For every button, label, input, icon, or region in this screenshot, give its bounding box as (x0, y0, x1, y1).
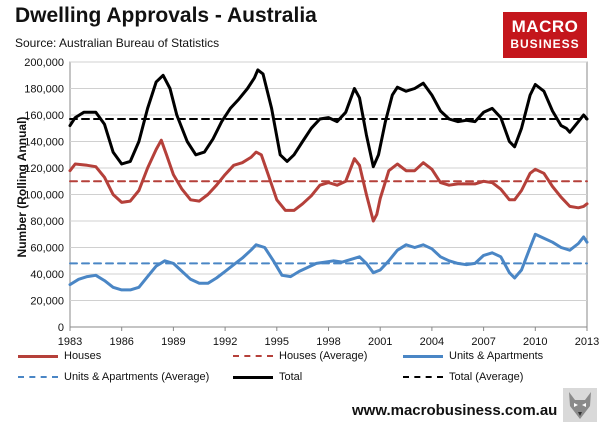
footer-url: www.macrobusiness.com.au (352, 402, 558, 419)
y-tick-label: 120,000 (24, 163, 64, 175)
legend-label-total-average: Total (Average) (449, 371, 524, 383)
logo-line-1: MACRO (511, 17, 579, 36)
legend-swatch-total (233, 375, 273, 379)
x-tick-label: 1998 (316, 336, 340, 348)
legend-item-units-average: Units & Apartments (Average) (18, 371, 209, 383)
x-tick-label: 2013 (575, 336, 599, 348)
legend-label-units: Units & Apartments (449, 350, 544, 362)
chart-subtitle: Source: Australian Bureau of Statistics (15, 36, 220, 50)
logo-line-2: BUSINESS (510, 37, 580, 51)
y-tick-label: 160,000 (24, 110, 64, 122)
x-tick-label: 1989 (161, 336, 185, 348)
legend-item-houses-average: Houses (Average) (233, 350, 367, 362)
legend-swatch-houses (18, 354, 58, 358)
legend-swatch-total-average (403, 376, 443, 378)
series-line-houses (68, 138, 589, 223)
legend-swatch-units (403, 354, 443, 358)
x-tick-label: 2004 (420, 336, 444, 348)
y-tick-label: 40,000 (30, 269, 64, 281)
legend-label-total: Total (279, 371, 303, 383)
x-tick-label: 1995 (265, 336, 289, 348)
y-tick-label: 180,000 (24, 84, 64, 96)
legend-item-total-average: Total (Average) (403, 371, 523, 383)
legend-label-houses: Houses (64, 350, 102, 362)
x-tick-label: 2001 (368, 336, 392, 348)
x-tick-label: 2010 (523, 336, 547, 348)
wolf-logo-icon (563, 388, 597, 422)
y-tick-label: 20,000 (30, 296, 64, 308)
y-tick-label: 200,000 (24, 57, 64, 69)
series-line-units-apartments (68, 232, 589, 292)
legend-swatch-houses-average (233, 355, 273, 357)
x-tick-label: 1992 (213, 336, 237, 348)
y-tick-label: 80,000 (30, 216, 64, 228)
legend-item-units: Units & Apartments (403, 350, 543, 362)
x-tick-label: 1983 (58, 336, 82, 348)
legend-item-total: Total (233, 371, 302, 383)
legend-label-houses-average: Houses (Average) (279, 350, 368, 362)
y-tick-label: 100,000 (24, 190, 64, 202)
chart-title: Dwelling Approvals - Australia (15, 4, 317, 27)
legend-label-units-average: Units & Apartments (Average) (64, 371, 210, 383)
x-tick-label: 2007 (471, 336, 495, 348)
y-tick-label: 140,000 (24, 137, 64, 149)
y-tick-label: 60,000 (30, 243, 64, 255)
legend-item-houses: Houses (18, 350, 101, 362)
series-line-total (68, 68, 589, 169)
macrobusiness-logo: MACRO BUSINESS (503, 12, 587, 58)
legend-swatch-units-average (18, 376, 58, 378)
x-tick-label: 1986 (109, 336, 133, 348)
y-tick-label: 0 (58, 322, 64, 334)
